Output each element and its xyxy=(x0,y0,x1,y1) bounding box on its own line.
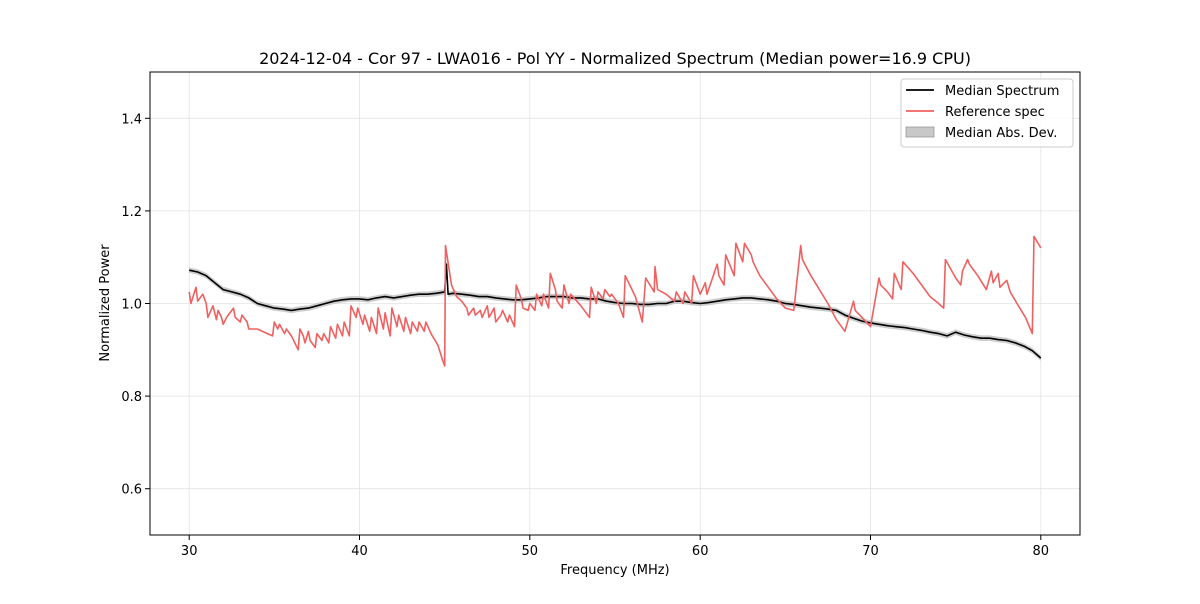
reference-spec-line xyxy=(188,235,1042,367)
series-layer xyxy=(188,235,1042,367)
y-tick-label: 1.2 xyxy=(121,205,142,220)
legend-box xyxy=(900,78,1074,148)
y-tick-label: 0.8 xyxy=(121,390,142,405)
x-tick-label: 60 xyxy=(692,544,709,559)
x-tick-label: 40 xyxy=(351,544,368,559)
y-axis-label: Normalized Power xyxy=(98,244,113,362)
legend-label-median: Median Spectrum xyxy=(945,84,1059,99)
x-tick-label: 50 xyxy=(522,544,539,559)
y-tick-label: 1.4 xyxy=(121,112,142,127)
chart-title: 2024-12-04 - Cor 97 - LWA016 - Pol YY - … xyxy=(259,49,971,68)
x-axis-label: Frequency (MHz) xyxy=(560,563,669,578)
legend-label-mad: Median Abs. Dev. xyxy=(945,126,1057,141)
median-spectrum-line xyxy=(189,263,1042,359)
legend-label-reference: Reference spec xyxy=(945,105,1045,120)
y-tick-label: 0.6 xyxy=(121,483,142,498)
x-tick-label: 80 xyxy=(1033,544,1050,559)
y-tick-label: 1.0 xyxy=(121,298,142,313)
x-tick-label: 30 xyxy=(181,544,198,559)
legend-swatch-mad xyxy=(905,126,935,138)
ticks: 30 40 50 60 70 80 0.6 0.8 1.0 1.2 1.4 xyxy=(121,112,1049,559)
legend: Median Spectrum Reference spec Median Ab… xyxy=(900,78,1074,148)
x-tick-label: 70 xyxy=(862,544,879,559)
